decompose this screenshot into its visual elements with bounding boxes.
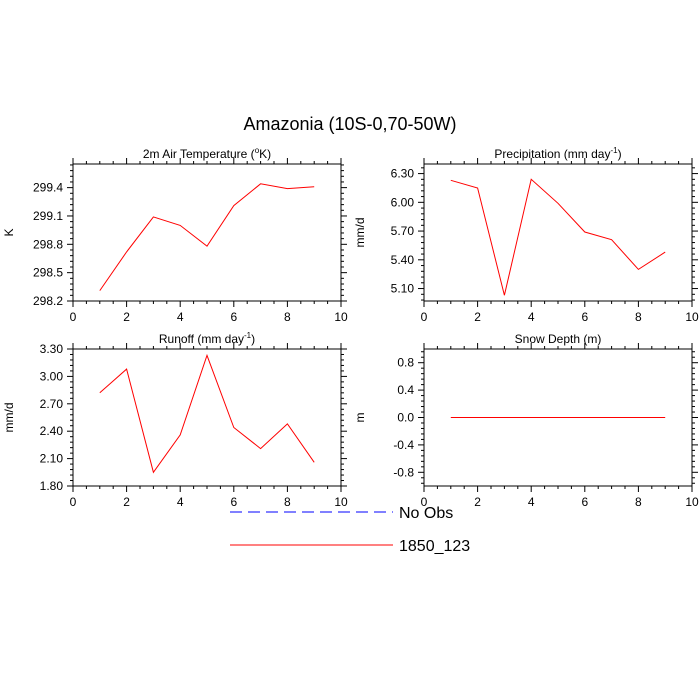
- series-line-1850_123: [450, 178, 666, 296]
- y-tick-label: 2.40: [40, 424, 64, 438]
- panels: 2m Air Temperature (oK) K 0 2 4 6 8 10 298.2 298.…: [2, 146, 699, 509]
- panel-title-end: K): [259, 147, 271, 161]
- y-tick-label: 6.30: [391, 167, 415, 181]
- y-tick-label: 6.00: [391, 195, 415, 209]
- y-axis-label: m: [353, 413, 367, 423]
- panel-title: Runoff (mm day-1): [159, 331, 255, 346]
- x-tick-label: 10: [685, 495, 699, 509]
- x-tick-label: 8: [284, 495, 291, 509]
- panel-title-text: Precipitation (mm day: [494, 147, 610, 161]
- x-tick-label: 4: [177, 310, 184, 324]
- x-tick-label: 6: [581, 495, 588, 509]
- y-tick-label: -0.8: [393, 465, 414, 479]
- x-tick-label: 2: [123, 310, 130, 324]
- x-tick-label: 2: [123, 495, 130, 509]
- panel-4: Snow Depth (m) m 0 2 4 6 8 10 -0.8 -0.4 0.0 0.4 0.8: [353, 332, 699, 509]
- x-tick-label: 10: [334, 495, 348, 509]
- panel-title-text: Runoff (mm day: [159, 332, 244, 346]
- y-tick-label: 3.30: [40, 342, 64, 356]
- y-tick-label: 299.4: [33, 181, 63, 195]
- y-tick-label: 5.10: [391, 282, 415, 296]
- panel-title: Snow Depth (m): [515, 332, 602, 346]
- x-tick-label: 8: [635, 310, 642, 324]
- x-tick-label: 6: [581, 310, 588, 324]
- y-tick-label: -0.4: [393, 438, 414, 452]
- figure-title: Amazonia (10S-0,70-50W): [243, 114, 456, 134]
- x-tick-label: 6: [230, 310, 237, 324]
- x-tick-label: 10: [334, 310, 348, 324]
- y-tick-label: 0.0: [397, 411, 414, 425]
- series-line-1850_123: [99, 183, 315, 291]
- y-tick-label: 0.4: [397, 383, 414, 397]
- panel-title-superscript: -1: [244, 331, 252, 340]
- panel-1: 2m Air Temperature (oK) K 0 2 4 6 8 10 298.2 298.…: [2, 146, 348, 324]
- y-tick-label: 298.5: [33, 266, 63, 280]
- x-tick-label: 2: [474, 310, 481, 324]
- x-tick-label: 0: [421, 310, 428, 324]
- y-tick-label: 5.70: [391, 224, 415, 238]
- legend-label-1: No Obs: [399, 505, 453, 522]
- legend-label-2: 1850_123: [399, 538, 470, 555]
- legend: No Obs 1850_123: [230, 505, 470, 555]
- y-tick-label: 3.00: [40, 369, 64, 383]
- x-tick-label: 8: [635, 495, 642, 509]
- x-tick-label: 4: [528, 495, 535, 509]
- y-axis-label: mm/d: [2, 403, 16, 433]
- x-tick-label: 0: [70, 495, 77, 509]
- panel-title-end: ): [251, 332, 255, 346]
- x-tick-label: 4: [177, 495, 184, 509]
- x-tick-label: 2: [474, 495, 481, 509]
- x-tick-label: 8: [284, 310, 291, 324]
- x-tick-label: 0: [421, 495, 428, 509]
- panel-title-superscript: -1: [610, 146, 618, 155]
- panel-title-end: ): [618, 147, 622, 161]
- x-tick-label: 6: [230, 495, 237, 509]
- x-tick-label: 4: [528, 310, 535, 324]
- y-axis-label: mm/d: [353, 218, 367, 248]
- panel-title-text: 2m Air Temperature (: [143, 147, 255, 161]
- panel-title: Precipitation (mm day-1): [494, 146, 621, 161]
- plot-frame: [72, 163, 342, 302]
- y-axis-label: K: [2, 228, 16, 236]
- y-tick-label: 298.2: [33, 294, 63, 308]
- y-tick-label: 299.1: [33, 209, 63, 223]
- y-tick-label: 298.8: [33, 237, 63, 251]
- y-tick-label: 2.70: [40, 397, 64, 411]
- plot-frame: [72, 348, 342, 487]
- panel-2: Precipitation (mm day-1) mm/d 0 2 4 6 8 10 5.10 5…: [353, 146, 699, 324]
- y-tick-label: 5.40: [391, 253, 415, 267]
- panel-title-text: Snow Depth (m): [515, 332, 602, 346]
- panel-title-superscript: o: [255, 146, 260, 155]
- series-line-1850_123: [99, 353, 315, 474]
- y-tick-label: 1.80: [40, 479, 64, 493]
- x-tick-label: 10: [685, 310, 699, 324]
- panel-3: Runoff (mm day-1) mm/d 0 2 4 6 8 10 1.80 2.10 2.40…: [2, 331, 348, 509]
- panel-title: 2m Air Temperature (oK): [143, 146, 271, 161]
- y-tick-label: 2.10: [40, 452, 64, 466]
- x-tick-label: 0: [70, 310, 77, 324]
- y-tick-label: 0.8: [397, 356, 414, 370]
